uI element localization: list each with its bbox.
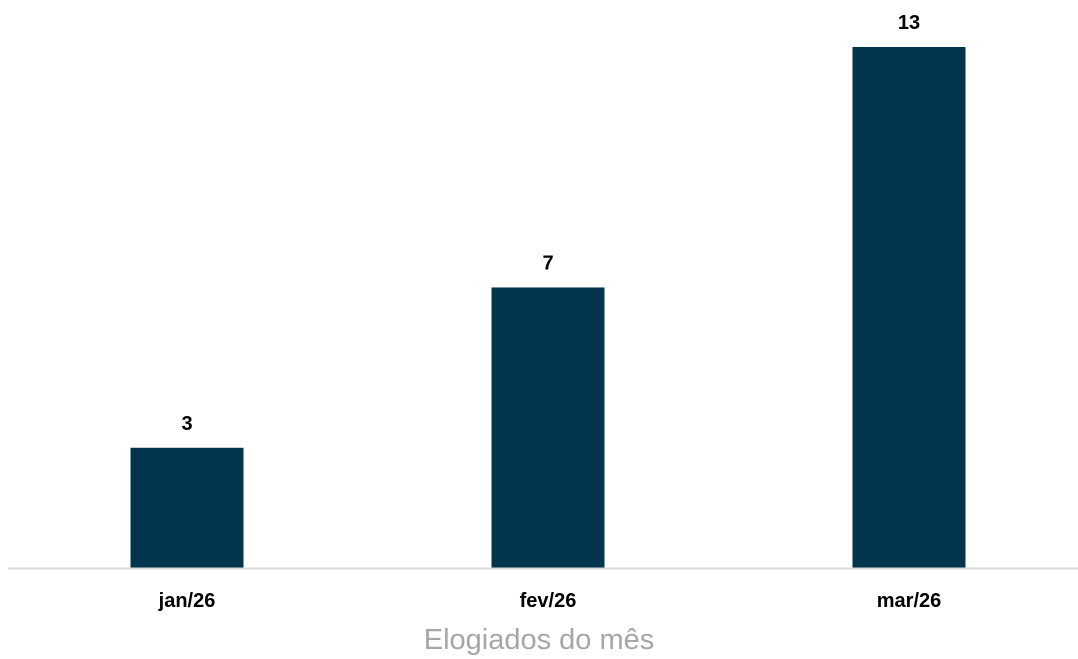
bar-fev-26: [491, 287, 605, 568]
bar-jan-26: [130, 447, 244, 568]
x-tick-label-fev-26: fev/26: [520, 590, 577, 612]
x-axis-title: Elogiados do mês: [424, 624, 655, 656]
x-tick-labels-layer: jan/26 fev/26 mar/26: [158, 590, 942, 612]
data-label-fev-26: 7: [542, 252, 553, 274]
data-label-mar-26: 13: [898, 12, 920, 34]
x-tick-label-mar-26: mar/26: [877, 590, 942, 612]
data-labels-layer: 3 7 13: [181, 12, 920, 435]
x-tick-label-jan-26: jan/26: [158, 590, 216, 612]
data-label-jan-26: 3: [181, 413, 192, 435]
bar-mar-26: [852, 47, 966, 568]
bars-layer: [130, 47, 966, 568]
